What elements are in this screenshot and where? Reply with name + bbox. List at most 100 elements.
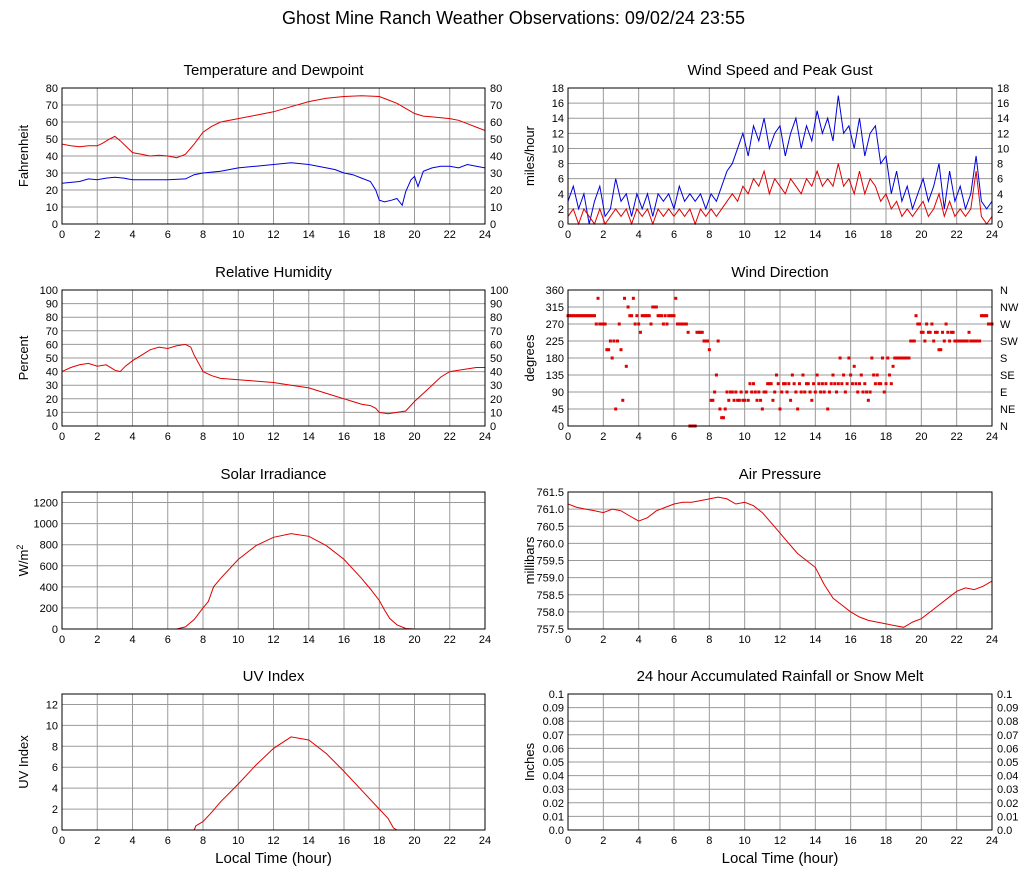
data-point [753,390,757,394]
y-tick-label: 4 [558,189,564,201]
y-axis-label: millibars [522,536,537,584]
data-point [852,364,856,368]
y-tick-label-right: 50 [490,134,502,146]
data-point [748,382,752,386]
data-point [789,398,793,402]
data-point [981,314,985,318]
y-tick-label-right: 0.06 [997,743,1018,755]
y-tick-label: 270 [546,319,564,331]
data-point [956,339,960,343]
y-tick-label: 50 [46,134,58,146]
y-tick-label: 0.04 [543,771,564,783]
y-tick-label: 18 [552,83,564,95]
data-point [806,382,810,386]
data-point [928,330,932,334]
x-tick-label: 22 [444,835,456,847]
data-point [815,373,819,377]
data-point [670,314,674,318]
x-tick-label: 12 [774,431,786,443]
x-tick-label: 20 [408,431,420,443]
data-point [771,398,775,402]
data-point [812,382,816,386]
x-tick-label: 4 [129,229,135,241]
y-tick-label: 0.07 [543,730,564,742]
x-tick-label: 12 [267,229,279,241]
y-tick-label: 45 [552,404,564,416]
data-point [573,314,577,318]
y-tick-label-right: 0.1 [997,689,1012,701]
y-tick-label: 400 [40,582,58,594]
data-point [877,382,881,386]
data-point [686,330,690,334]
x-tick-label: 12 [774,634,786,646]
y-tick-label: 8 [558,159,564,171]
x-tick-label: 20 [915,634,927,646]
x-tick-label: 24 [986,835,998,847]
data-point [805,382,808,386]
data-point [780,390,784,394]
data-point [944,322,948,326]
data-point [859,373,863,377]
y-tick-label-right: 10 [490,202,502,214]
data-point [635,314,639,318]
x-tick-label: 6 [671,431,677,443]
data-point [665,322,669,326]
data-point [822,390,826,394]
y-tick-label-right: 0.07 [997,730,1018,742]
x-tick-label: 6 [165,634,171,646]
data-point [868,390,872,394]
data-point [933,330,937,334]
x-tick-label: 4 [129,431,135,443]
data-point [769,382,773,386]
y-tick-label-right: 2 [997,204,1003,216]
data-point [660,314,664,318]
x-tick-label: 8 [200,634,206,646]
y-tick-label: 40 [46,367,58,379]
chart-title: Temperature and Dewpoint [183,62,364,79]
x-tick-label: 18 [880,835,892,847]
plot-frame [567,491,993,630]
y-tick-label: 4 [52,783,58,795]
data-point [757,390,761,394]
y-tick-label: 360 [546,285,564,297]
data-point [790,373,794,377]
data-point [986,322,990,326]
y-tick-label: 80 [46,83,58,95]
data-point [603,322,607,326]
y-tick-label: 60 [46,117,58,129]
data-point [695,330,699,334]
y-tick-label: 0.01 [543,811,564,823]
plot-frame [567,693,993,831]
compass-label: W [1000,319,1011,331]
chart-title: Solar Irradiance [221,466,327,483]
data-point [582,314,586,318]
x-tick-label: 0 [59,229,65,241]
data-point [702,339,706,343]
data-point [720,416,724,420]
x-tick-label: 8 [200,431,206,443]
chart-title: Relative Humidity [215,264,332,281]
x-tick-label: 22 [444,229,456,241]
data-point [759,398,763,402]
data-point [608,339,612,343]
x-tick-label: 4 [129,634,135,646]
data-point [656,314,660,318]
y-tick-label: 10 [46,407,58,419]
data-point [792,382,796,386]
data-point [637,322,641,326]
data-point [879,382,883,386]
data-point [752,382,755,386]
data-point [948,339,952,343]
data-point [743,398,747,402]
x-tick-label: 0 [565,229,571,241]
x-tick-label: 2 [600,835,606,847]
data-point [882,390,886,394]
data-point [820,382,824,386]
data-point [568,314,572,318]
y-tick-label: 6 [52,762,58,774]
